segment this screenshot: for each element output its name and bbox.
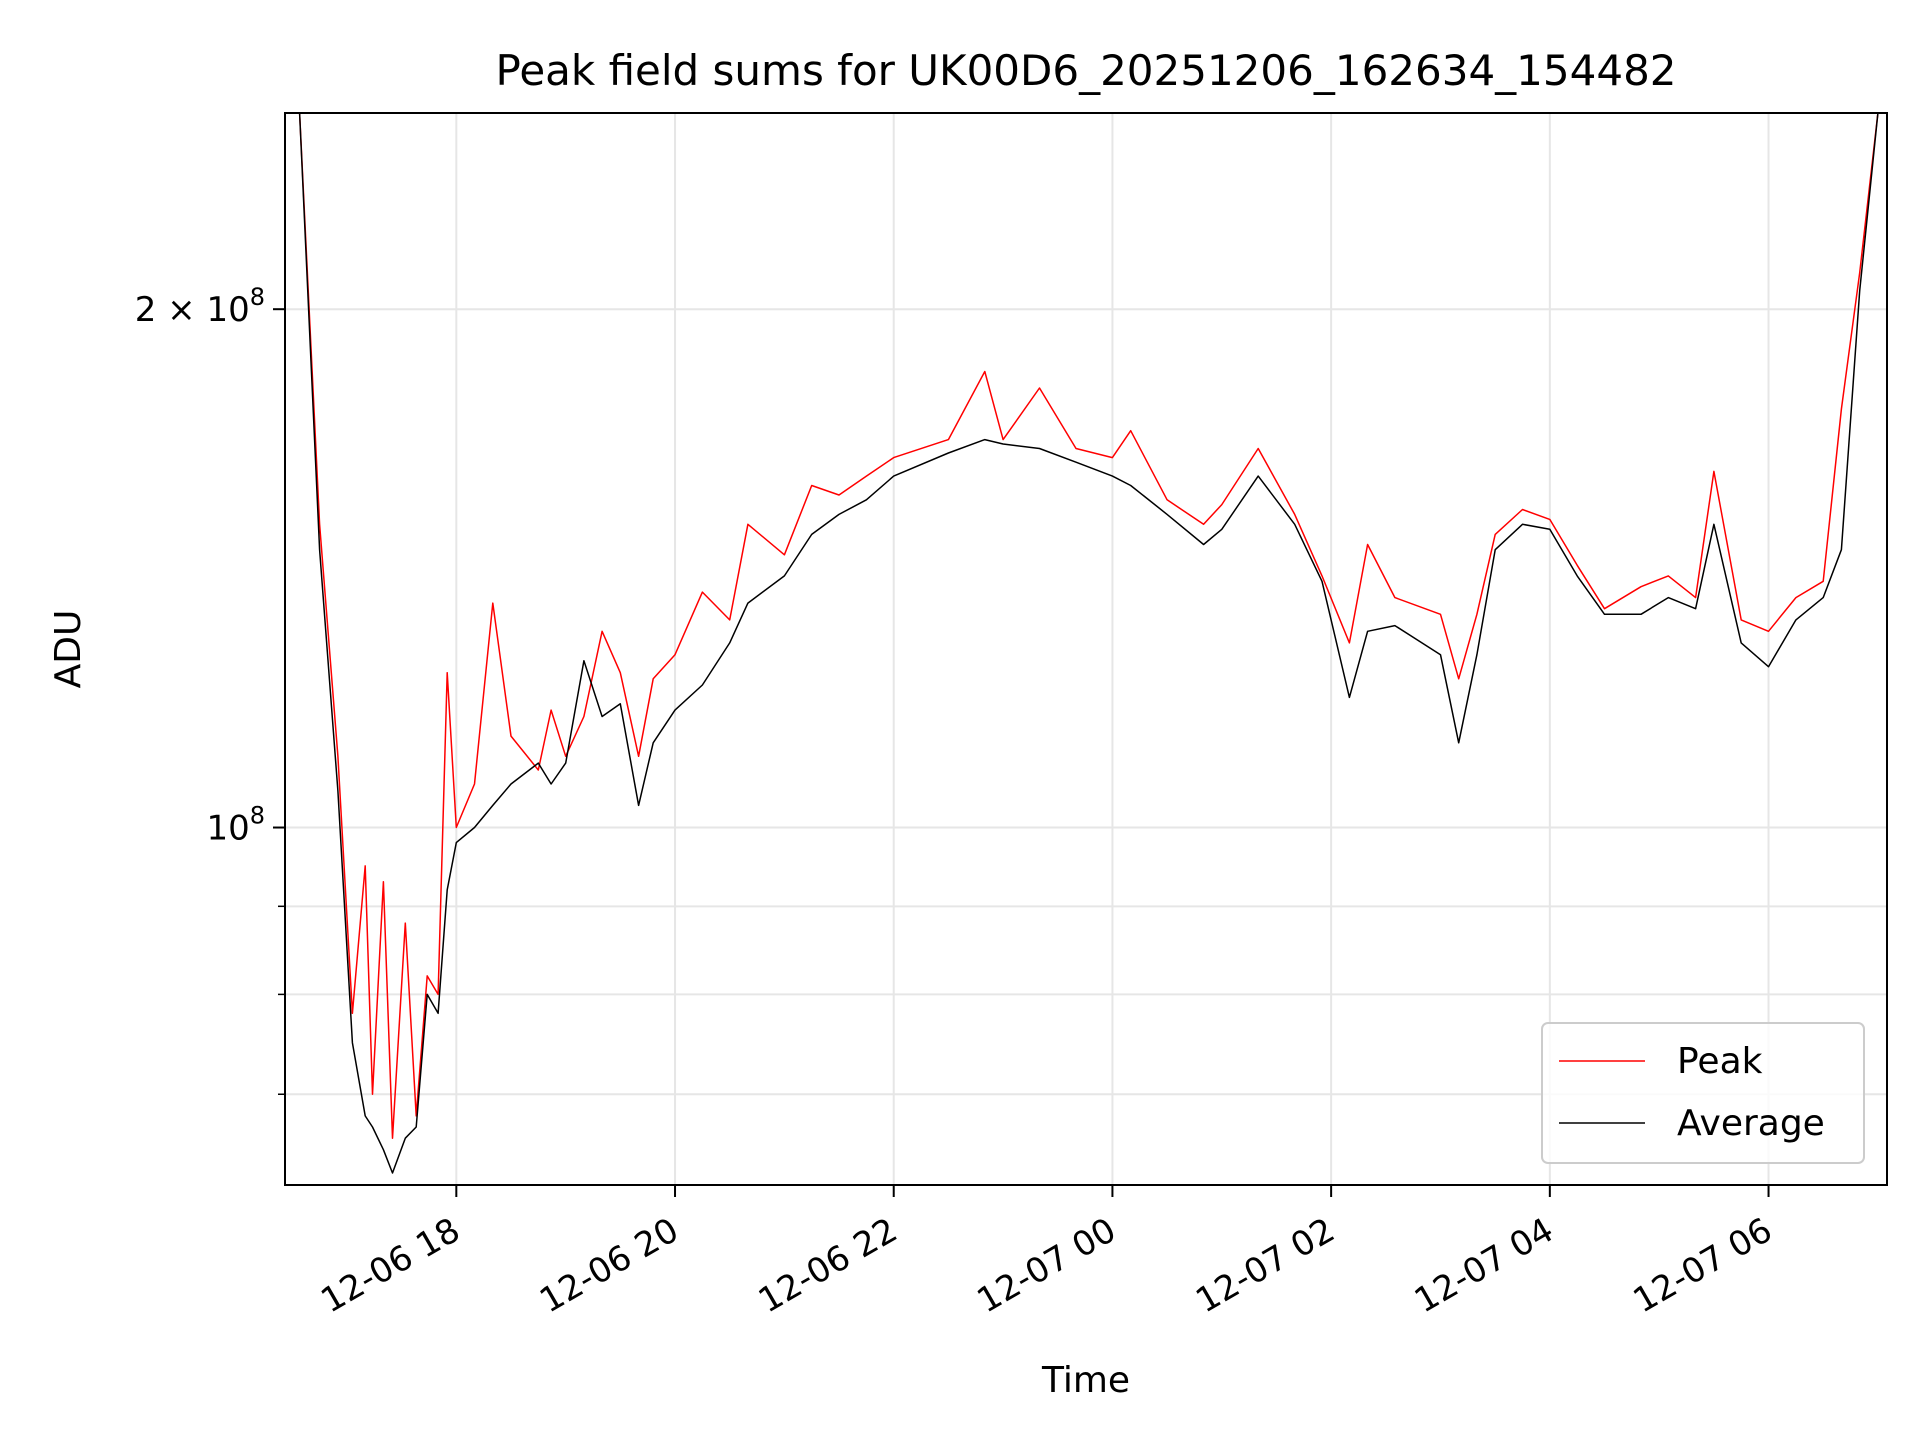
legend: Peak Average bbox=[1541, 1022, 1865, 1164]
series-lines bbox=[298, 113, 1879, 1174]
y-tick-label: 2 × 108 bbox=[135, 283, 265, 330]
y-axis-label: ADU bbox=[48, 610, 89, 689]
y-axis-ticks: 108 2 × 108 bbox=[135, 283, 285, 1095]
plot-frame bbox=[284, 112, 1888, 1186]
legend-frame bbox=[1541, 1022, 1865, 1164]
y-tick-label: 108 bbox=[206, 802, 265, 849]
series-line-average bbox=[298, 113, 1879, 1174]
legend-label-average: Average bbox=[1677, 1103, 1825, 1144]
series-line-peak bbox=[298, 113, 1879, 1139]
chart-title: Peak field sums for UK00D6_20251206_1626… bbox=[495, 46, 1676, 95]
x-axis-label: Time bbox=[1041, 1360, 1130, 1401]
legend-label-peak: Peak bbox=[1677, 1041, 1763, 1082]
